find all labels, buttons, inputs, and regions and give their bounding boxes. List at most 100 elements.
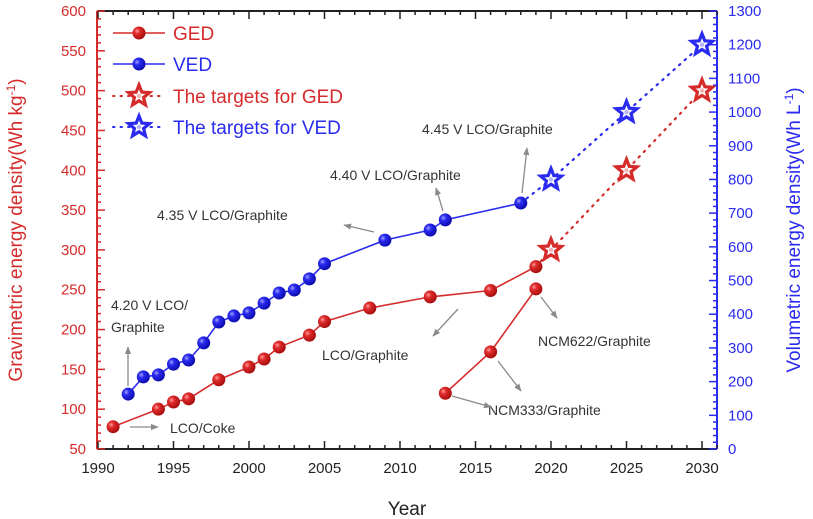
data-point bbox=[167, 395, 180, 409]
data-point bbox=[257, 352, 271, 366]
data-point bbox=[287, 283, 301, 297]
annotation-arrow bbox=[521, 147, 530, 194]
data-point bbox=[272, 340, 286, 354]
x-tick-label: 1995 bbox=[157, 460, 190, 477]
data-point bbox=[182, 353, 196, 367]
y-left-title-sup: -1 bbox=[4, 84, 18, 95]
y-left-tick-label: 150 bbox=[61, 361, 86, 378]
y-right-tick-label: 500 bbox=[728, 273, 753, 290]
series bbox=[106, 29, 717, 434]
star-center bbox=[624, 109, 629, 115]
annotation-label: Graphite bbox=[111, 319, 165, 335]
annotation-label: LCO/Graphite bbox=[322, 347, 409, 363]
y-right-tick-label: 300 bbox=[728, 340, 753, 357]
legend-item-the-targets-for-ged: The targets for GED bbox=[112, 80, 343, 109]
annotation-label: NCM622/Graphite bbox=[538, 333, 651, 349]
annotation-lco-coke: LCO/Coke bbox=[130, 420, 236, 436]
star-center bbox=[548, 247, 554, 253]
annotation-lco-graphite: LCO/Graphite bbox=[322, 308, 459, 363]
y-left-title-end: ) bbox=[6, 78, 27, 84]
annotation-arrow bbox=[497, 360, 522, 392]
y-right-tick-label: 100 bbox=[728, 407, 753, 424]
y-left-tick-label: 250 bbox=[61, 282, 86, 299]
target-star-marker bbox=[536, 234, 566, 263]
y-right-axis-title: Volumetric energy density(Wh L-1) bbox=[782, 87, 805, 372]
x-tick-label: 2030 bbox=[685, 460, 718, 477]
y-left-tick-label: 550 bbox=[61, 43, 86, 60]
star-outline bbox=[611, 96, 642, 125]
data-point bbox=[182, 392, 196, 406]
data-point bbox=[318, 257, 331, 271]
data-point bbox=[212, 373, 226, 387]
legend: GED VED The targets for GED The targets for… bbox=[112, 24, 343, 140]
data-point bbox=[484, 284, 498, 298]
data-point bbox=[438, 213, 452, 227]
x-tick-label: 2025 bbox=[610, 460, 643, 477]
legend-item-the-targets-for-ved: The targets for VED bbox=[112, 111, 341, 140]
legend-star-marker bbox=[124, 80, 154, 109]
star-outline bbox=[687, 75, 717, 104]
legend-label: The targets for GED bbox=[173, 87, 343, 108]
x-tick-label: 2015 bbox=[459, 460, 492, 477]
x-tick-label: 1990 bbox=[81, 460, 114, 477]
x-tick-label: 2020 bbox=[534, 460, 567, 477]
y-right-tick-label: 1100 bbox=[728, 70, 760, 87]
annotation-ncm333-graphite: NCM333/Graphite bbox=[488, 360, 601, 418]
data-point bbox=[106, 420, 120, 434]
star-center bbox=[548, 177, 554, 182]
legend-label: GED bbox=[173, 24, 214, 45]
target-star-marker bbox=[536, 164, 566, 192]
data-point bbox=[197, 336, 211, 350]
y-left-tick-label: 500 bbox=[61, 83, 86, 100]
target-star-marker bbox=[687, 29, 717, 58]
series-ged bbox=[106, 260, 543, 434]
y-right-tick-label: 1300 bbox=[728, 3, 761, 20]
target-line bbox=[534, 89, 704, 268]
star-center bbox=[624, 168, 629, 173]
legend-circle-marker bbox=[132, 57, 146, 71]
data-point bbox=[302, 328, 316, 342]
data-point bbox=[318, 315, 331, 329]
data-point bbox=[167, 357, 180, 371]
legend-item-ged: GED bbox=[113, 24, 214, 45]
x-axis-title: Year bbox=[388, 499, 427, 519]
star-outline bbox=[611, 154, 642, 183]
tick-labels: 1990 1995 2000 2005 2010 2015 2020 2025 20305010… bbox=[61, 3, 761, 477]
data-point bbox=[484, 345, 498, 359]
data-point bbox=[438, 386, 452, 400]
target-line bbox=[519, 43, 704, 205]
annotation-label: NCM333/Graphite bbox=[488, 402, 601, 418]
y-left-tick-label: 600 bbox=[61, 3, 86, 20]
data-point bbox=[423, 223, 437, 237]
star-outline bbox=[124, 111, 154, 140]
y-left-title-main: Gravimetric energy density(Wh kg bbox=[6, 95, 27, 381]
star-outline bbox=[687, 29, 717, 58]
y-right-tick-label: 800 bbox=[728, 171, 753, 188]
y-right-tick-label: 0 bbox=[728, 441, 736, 458]
data-point bbox=[529, 282, 543, 296]
annotation-arrow bbox=[540, 296, 558, 319]
y-right-tick-label: 900 bbox=[728, 138, 753, 155]
y-left-tick-label: 450 bbox=[61, 122, 86, 139]
annotation-arrow bbox=[343, 223, 375, 233]
annotation-label: 4.35 V LCO/Graphite bbox=[157, 207, 288, 223]
annotation-label: 4.20 V LCO/ bbox=[111, 297, 188, 313]
star-center bbox=[136, 93, 142, 99]
y-left-axis-title: Gravimetric energy density(Wh kg-1) bbox=[4, 78, 27, 381]
target-star-marker bbox=[611, 154, 642, 183]
annotations: LCO/Coke 4.20 V LCO/Graphite LCO/Graphite 4… bbox=[111, 121, 651, 436]
annotation-4-40-v-lco-graphite: 4.40 V LCO/Graphite bbox=[330, 167, 461, 212]
y-right-title-sup: -1 bbox=[782, 93, 796, 104]
annotation-label: 4.45 V LCO/Graphite bbox=[422, 121, 553, 137]
y-right-tick-label: 600 bbox=[728, 239, 753, 256]
data-point bbox=[227, 309, 241, 323]
y-left-tick-label: 350 bbox=[61, 202, 86, 219]
series-the-targets-for-ved bbox=[519, 29, 717, 205]
x-tick-label: 2000 bbox=[232, 460, 265, 477]
data-point bbox=[151, 402, 165, 416]
data-point bbox=[151, 368, 165, 382]
data-point bbox=[121, 387, 135, 401]
series-the-targets-for-ged bbox=[534, 75, 717, 268]
y-right-tick-label: 1000 bbox=[728, 104, 761, 121]
star-center bbox=[136, 124, 142, 130]
